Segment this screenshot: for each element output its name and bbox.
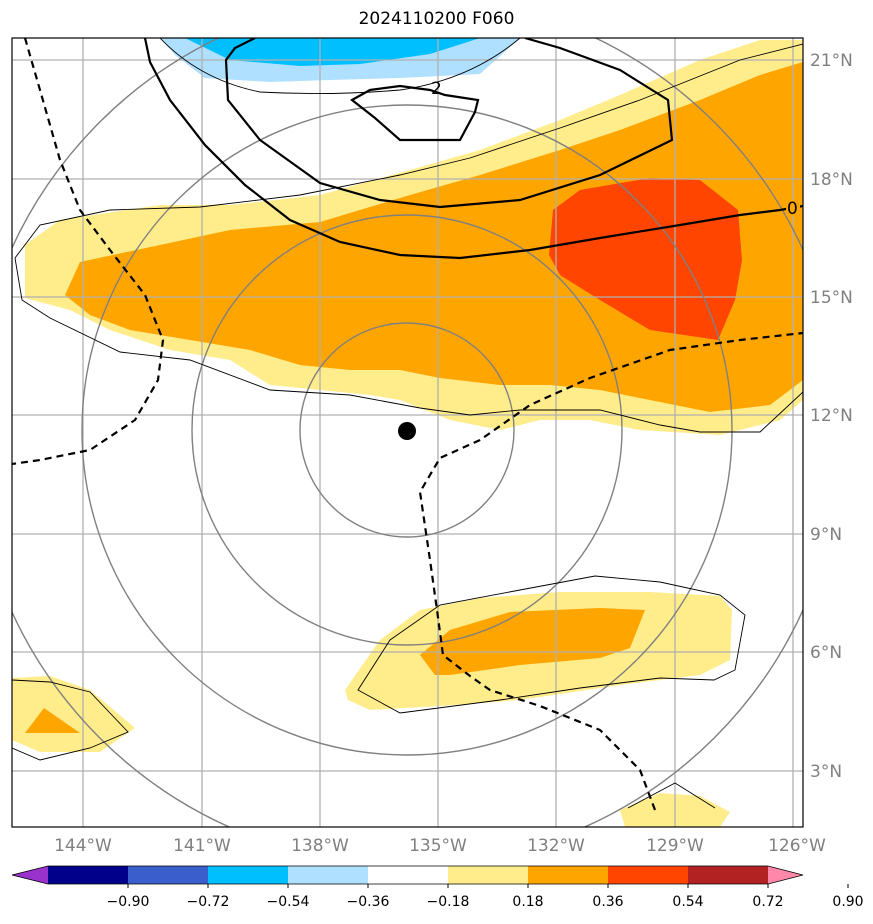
lon-tick-label: 141°W xyxy=(173,836,231,856)
thin-contours xyxy=(12,38,803,809)
colorbar-tick-label: −0.36 xyxy=(347,894,390,910)
thin-contour-south-blob xyxy=(357,575,746,714)
lon-tick-label: 132°W xyxy=(527,836,585,856)
colorbar-extend-high xyxy=(768,866,803,884)
gridlines xyxy=(12,38,803,827)
storm-center-marker xyxy=(398,422,416,440)
lon-tick-label: 126°W xyxy=(768,836,826,856)
contour-2-loop xyxy=(350,84,480,142)
colorbar-tick-label: 0.54 xyxy=(672,894,703,910)
lon-tick-label: 129°W xyxy=(646,836,704,856)
colorbar-segment xyxy=(368,866,449,884)
range-ring-2 xyxy=(191,214,623,646)
lat-tick-label: 15°N xyxy=(810,288,853,308)
colorbar-tick-label: −0.54 xyxy=(267,894,310,910)
colorbar-tick-label: 0.36 xyxy=(592,894,623,910)
colorbar-segment xyxy=(528,866,609,884)
positive-fill-west-orange xyxy=(25,708,80,733)
thin-contour-se-blob xyxy=(627,782,716,809)
lon-tick-label: 135°W xyxy=(409,836,467,856)
lon-tick-label: 144°W xyxy=(54,836,112,856)
contour-outer-north xyxy=(143,38,803,260)
lat-tick-label: 12°N xyxy=(810,406,853,426)
contour-inner-north xyxy=(224,38,674,209)
colorbar-segment xyxy=(448,866,529,884)
dashed-contour-south xyxy=(418,331,803,811)
colorbar-segment xyxy=(208,866,289,884)
colorbar-segment xyxy=(608,866,689,884)
lon-tick-label: 138°W xyxy=(291,836,349,856)
positive-fill-core xyxy=(549,178,742,340)
plot-frame xyxy=(11,37,804,828)
dashed-contour-west xyxy=(12,38,165,466)
thin-contour-north xyxy=(159,38,521,95)
map-plot-area: 2 0 xyxy=(12,38,803,827)
lat-tick-label: 6°N xyxy=(810,643,842,663)
colorbar-segment xyxy=(128,866,209,884)
colorbar-segment xyxy=(688,866,769,884)
colorbar-tick-label: 0.90 xyxy=(832,894,863,910)
colorbar-outline xyxy=(11,865,804,885)
lat-tick-label: 18°N xyxy=(810,170,853,190)
lat-tick-labels: 3°N 6°N 9°N 12°N 15°N 18°N 21°N xyxy=(810,51,853,782)
thin-contour-band-south xyxy=(14,257,803,433)
range-rings xyxy=(12,38,803,827)
positive-fill-west-light xyxy=(12,676,135,752)
range-ring-3 xyxy=(81,104,733,756)
thin-contour-band xyxy=(14,43,803,259)
contour-label-0: 0 xyxy=(787,199,798,219)
thin-contour-west-blob xyxy=(12,679,129,761)
positive-fill-south-orange xyxy=(420,608,645,675)
colorbar-tick-label: −0.90 xyxy=(107,894,150,910)
dashed-contours xyxy=(12,38,803,811)
colorbar-segment xyxy=(288,866,369,884)
colorbar-tick-label: −0.72 xyxy=(187,894,230,910)
shaded-fields xyxy=(12,38,803,827)
colorbar-extend-low xyxy=(12,866,48,884)
lon-tick-labels: 144°W 141°W 138°W 135°W 132°W 129°W 126°… xyxy=(54,836,826,856)
colorbar-tick-label: 0.72 xyxy=(752,894,783,910)
negative-fill xyxy=(185,38,480,66)
positive-fill-orange-band xyxy=(65,62,803,412)
colorbar-tick-label: −0.18 xyxy=(427,894,470,910)
colorbar-segment xyxy=(48,866,129,884)
bold-contours xyxy=(143,38,803,260)
range-ring-1 xyxy=(299,322,515,538)
lat-tick-label: 3°N xyxy=(810,762,842,782)
map-title: 2024110200 F060 xyxy=(358,9,515,29)
lat-tick-label: 9°N xyxy=(810,525,842,545)
lat-tick-label: 21°N xyxy=(810,51,853,71)
contour-label-2: 2 xyxy=(431,79,442,99)
colorbar-tick-label: 0.18 xyxy=(512,894,543,910)
colorbar: −0.90 −0.72 −0.54 −0.36 −0.18 0.18 0.36 0.54 0.7… xyxy=(11,865,864,910)
